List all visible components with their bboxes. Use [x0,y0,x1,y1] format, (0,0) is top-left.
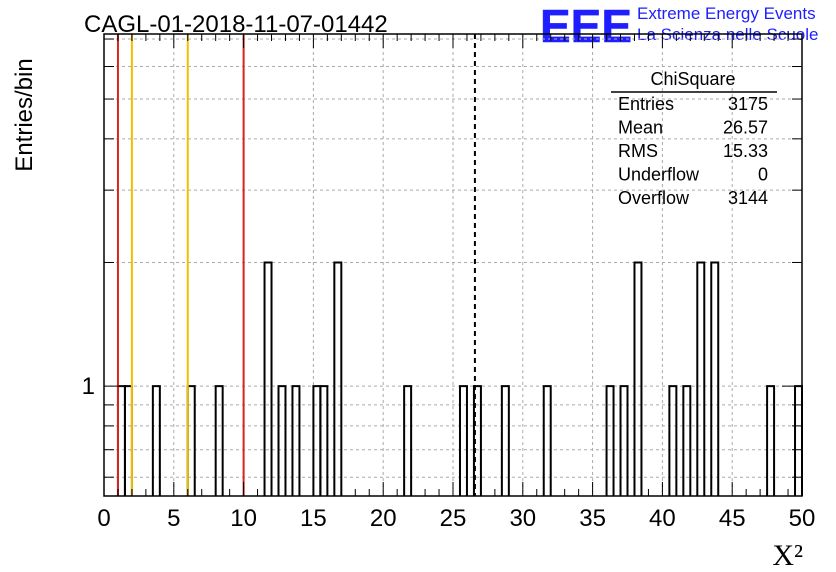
histogram-bin [291,385,301,496]
x-tick-label: 0 [97,505,110,532]
stats-row-value: 26.57 [723,118,768,138]
histogram-bin [605,385,615,496]
histogram-bin [319,385,329,496]
stats-box: ChiSquare Entries 3175 Mean 26.57 RMS 15.33 Un… [611,69,777,208]
x-tick-label: 10 [230,505,257,532]
stats-rows: Entries 3175 Mean 26.57 RMS 15.33 Underflow 0 Ov… [618,94,768,208]
histogram-bin [403,385,413,496]
histogram-bin [542,385,552,496]
x-tick-label: 5 [167,505,180,532]
logo-letters: EEE [540,0,632,52]
x-tick-label: 45 [719,505,746,532]
y-tick-labels: 1 [82,373,95,400]
x-tick-label: 20 [370,505,397,532]
x-tick-labels: 0 5 10 15 20 25 30 35 40 45 50 [97,505,815,532]
stats-row-value: 3144 [728,188,768,208]
x-tick-label: 35 [579,505,606,532]
y-tick-label: 1 [82,373,95,400]
stats-row-value: 15.33 [723,141,768,161]
histogram-bin [696,261,706,496]
histogram-bin [766,385,776,496]
histogram-bin [619,385,629,496]
x-tick-label: 50 [789,505,816,532]
x-axis-label: X² [772,539,803,572]
y-axis-label: Entries/bin [11,58,38,171]
marker-lines [116,34,476,496]
stats-box-title: ChiSquare [650,69,735,89]
histogram-bin [151,385,161,496]
histogram-bin [633,261,643,496]
histogram-bin [500,385,510,496]
stats-row-label: Entries [618,94,674,114]
histogram-bin [333,261,343,496]
logo-line1: Extreme Energy Events [637,4,816,23]
histogram-bin [458,385,468,496]
stats-row-value: 3175 [728,94,768,114]
stats-row-label: Overflow [618,188,690,208]
axis-ticks [103,34,803,496]
x-tick-label: 25 [440,505,467,532]
stats-row-label: Underflow [618,165,700,185]
histogram-bin [668,385,678,496]
histogram-bin [710,261,720,496]
histogram-bin [277,385,287,496]
histogram-bin [682,385,692,496]
stats-row-label: Mean [618,118,663,138]
x-tick-label: 15 [300,505,327,532]
x-tick-label: 30 [509,505,536,532]
histogram-bin [263,261,273,496]
x-tick-label: 40 [649,505,676,532]
histogram-bin [214,385,224,496]
stats-row-value: 0 [758,165,768,185]
stats-row-label: RMS [618,141,658,161]
